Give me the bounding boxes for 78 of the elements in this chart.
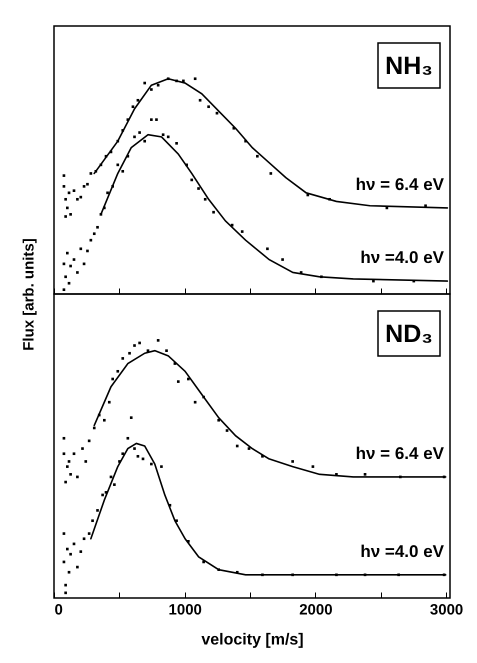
series-label: hν = 6.4 eV — [356, 174, 445, 194]
point — [64, 480, 67, 484]
point — [248, 447, 250, 450]
point — [146, 349, 150, 352]
series-label: hν = 6.4 eV — [356, 444, 445, 463]
point — [82, 185, 86, 188]
point — [68, 282, 70, 285]
point — [66, 548, 69, 550]
x-axis-title: velocity [m/s] — [201, 632, 304, 648]
point — [62, 262, 66, 266]
point — [82, 262, 86, 266]
point — [143, 82, 146, 84]
x-tick-label: 2000 — [299, 602, 333, 618]
x-tick-label: 3000 — [430, 602, 464, 618]
point — [72, 542, 76, 546]
point — [62, 560, 66, 564]
point — [62, 532, 66, 535]
point — [364, 473, 366, 476]
point — [128, 352, 131, 355]
point — [424, 204, 427, 208]
point — [64, 215, 67, 218]
point — [72, 452, 76, 456]
point — [142, 458, 144, 460]
point — [101, 494, 104, 496]
point — [111, 378, 114, 380]
point — [110, 476, 112, 478]
point — [81, 447, 84, 450]
point — [96, 226, 99, 229]
point — [68, 192, 70, 194]
point — [138, 342, 141, 344]
point — [62, 452, 66, 456]
point — [86, 250, 89, 252]
point — [82, 537, 86, 540]
point — [132, 105, 134, 108]
point — [261, 454, 264, 458]
point — [62, 185, 66, 188]
point — [84, 460, 88, 463]
point — [72, 258, 76, 261]
point — [236, 444, 239, 448]
point — [150, 462, 153, 466]
text: ND₃ — [385, 320, 433, 348]
point — [86, 182, 89, 186]
point — [133, 136, 136, 138]
point — [226, 429, 228, 432]
point — [150, 88, 153, 91]
point — [72, 189, 76, 192]
x-tick-label: 1000 — [168, 602, 202, 618]
point — [62, 174, 66, 177]
point — [165, 349, 168, 352]
point — [306, 194, 310, 196]
point — [155, 118, 158, 121]
point — [133, 447, 136, 450]
point — [160, 465, 163, 468]
y-axis-title: Flux [arb. units] — [20, 238, 38, 351]
point — [62, 436, 66, 440]
point — [138, 131, 141, 134]
point — [216, 112, 218, 115]
point — [92, 426, 96, 430]
point — [90, 172, 92, 175]
point — [269, 172, 272, 175]
x-tick-label: 0 — [54, 602, 63, 618]
point — [62, 288, 66, 292]
point — [291, 460, 294, 463]
point — [68, 570, 70, 574]
point — [69, 264, 72, 268]
series-label: hν =4.0 eV — [360, 542, 445, 561]
point — [76, 271, 79, 274]
point — [91, 519, 94, 522]
point — [68, 460, 70, 463]
point — [104, 154, 108, 158]
point — [281, 258, 284, 261]
point — [187, 378, 190, 380]
point — [96, 509, 99, 512]
point — [197, 187, 200, 190]
text: NH₃ — [385, 52, 433, 80]
series-label: hν =4.0 eV — [360, 248, 445, 268]
point — [202, 560, 205, 564]
point — [133, 344, 136, 347]
